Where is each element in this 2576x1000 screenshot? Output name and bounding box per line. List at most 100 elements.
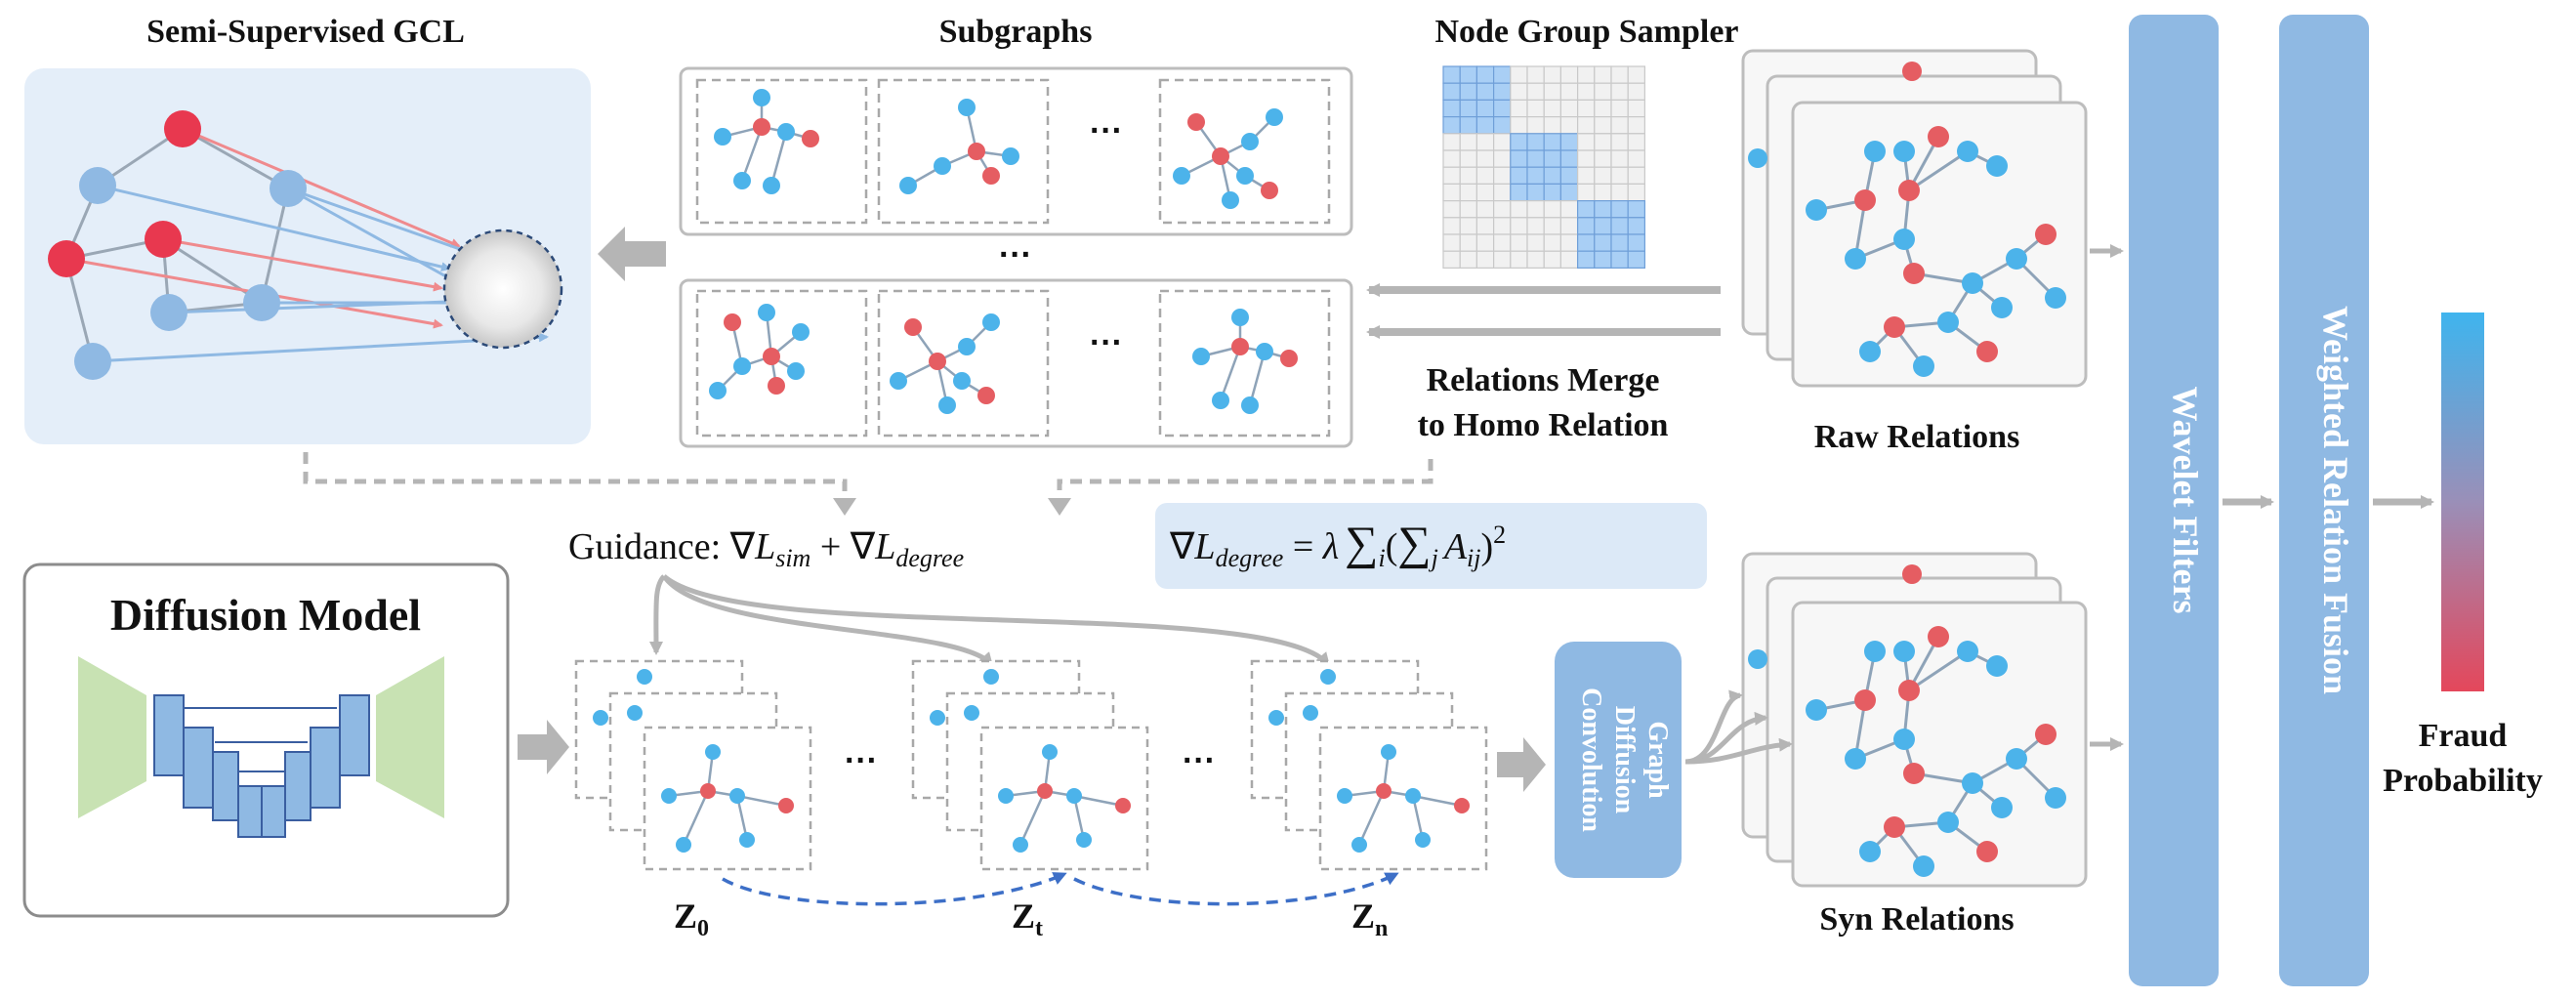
- sampler-cell: [1526, 200, 1545, 219]
- sampler-cell: [1526, 99, 1545, 118]
- graph-diffusion-convolution-block: [1555, 642, 1682, 878]
- sampler-cell-selected: [1594, 217, 1612, 235]
- sampler-cell-selected: [1475, 115, 1495, 135]
- gcl-node: [79, 167, 116, 204]
- sampler-cell: [1510, 82, 1528, 101]
- sampler-cell: [1576, 166, 1596, 185]
- sampler-cell: [1559, 217, 1579, 235]
- gcl-node: [164, 110, 201, 147]
- sampler-cell: [1492, 200, 1512, 219]
- sampler-cell: [1475, 250, 1495, 270]
- guidance-text: Guidance: ∇Lsim + ∇Ldegree: [568, 526, 964, 572]
- sampler-cell: [1576, 115, 1596, 135]
- sampler-cell: [1576, 65, 1596, 84]
- sampler-cell: [1576, 99, 1596, 118]
- unet-icon: [78, 656, 444, 838]
- sampler-title: Node Group Sampler: [1434, 14, 1738, 50]
- zn-label: Zn: [1351, 896, 1388, 941]
- merge-guidance-connector: [1057, 459, 1433, 498]
- sampler-matrix: [1442, 65, 1645, 270]
- sampler-cell: [1492, 183, 1512, 202]
- sampler-cell: [1543, 82, 1561, 101]
- sampler-cell: [1610, 133, 1629, 151]
- z0-stack: [574, 659, 812, 871]
- sampler-cell: [1543, 65, 1561, 84]
- sampler-cell: [1492, 217, 1512, 235]
- sampler-cell: [1594, 149, 1612, 168]
- ellipsis: ···: [1090, 112, 1123, 149]
- merge-label-line1: Relations Merge: [1427, 362, 1660, 398]
- arrow-diffusion-to-z: [518, 720, 569, 774]
- sampler-cell-selected: [1492, 99, 1512, 118]
- weighted-relation-fusion-column: [2279, 15, 2369, 986]
- sampler-cell: [1475, 233, 1495, 252]
- sampler-cell: [1442, 233, 1461, 252]
- gdc-output-curves: [1684, 689, 1793, 765]
- sampler-cell: [1576, 183, 1596, 202]
- sampler-cell-selected: [1475, 65, 1495, 84]
- sampler-cell-selected: [1610, 250, 1629, 270]
- weighted-relation-fusion-label: Weighted Relation Fusion: [2316, 306, 2355, 694]
- sampler-cell: [1492, 133, 1512, 151]
- gcl-title: Semi-Supervised GCL: [146, 14, 465, 50]
- sampler-cell-selected: [1526, 133, 1545, 151]
- gcl-node: [270, 170, 307, 207]
- svg-text:Convolution: Convolution: [1576, 688, 1606, 832]
- zt-stack: [911, 659, 1149, 871]
- sampler-cell-selected: [1526, 183, 1545, 202]
- sampler-cell: [1459, 200, 1477, 219]
- sampler-cell-selected: [1576, 217, 1596, 235]
- sampler-cell-selected: [1510, 149, 1528, 168]
- sampler-cell-selected: [1559, 166, 1579, 185]
- sampler-cell-selected: [1610, 233, 1629, 252]
- sampler-cell: [1610, 166, 1629, 185]
- sampler-cell: [1510, 115, 1528, 135]
- merge-label-line2: to Homo Relation: [1418, 407, 1669, 443]
- sampler-cell: [1627, 149, 1645, 168]
- sampler-cell: [1559, 233, 1579, 252]
- sampler-cell: [1510, 99, 1528, 118]
- sampler-cell: [1627, 82, 1645, 101]
- raw-relations-label: Raw Relations: [1814, 419, 2020, 455]
- ellipsis: ···: [999, 236, 1032, 273]
- sampler-cell-selected: [1559, 149, 1579, 168]
- degree-formula-box: [1155, 503, 1707, 589]
- sampler-cell-selected: [1459, 65, 1477, 84]
- sampler-cell-selected: [1492, 82, 1512, 101]
- sampler-cell-selected: [1594, 233, 1612, 252]
- sampler-cell-selected: [1526, 149, 1545, 168]
- sampler-cell: [1543, 217, 1561, 235]
- sampler-cell-selected: [1442, 82, 1461, 101]
- sampler-cell-selected: [1543, 149, 1561, 168]
- sampler-cell: [1442, 183, 1461, 202]
- raw-relations-stack: [1741, 49, 2088, 388]
- gcl-node: [74, 343, 111, 380]
- sampler-cell: [1627, 115, 1645, 135]
- fraud-label-line1: Fraud: [2419, 718, 2508, 754]
- sampler-cell-selected: [1610, 217, 1629, 235]
- sampler-cell: [1492, 233, 1512, 252]
- sampler-cell: [1610, 99, 1629, 118]
- sampler-cell: [1594, 183, 1612, 202]
- sampler-cell: [1510, 233, 1528, 252]
- sampler-cell: [1543, 250, 1561, 270]
- sampler-cell: [1576, 82, 1596, 101]
- sampler-cell: [1510, 200, 1528, 219]
- svg-text:Diffusion: Diffusion: [1609, 706, 1640, 814]
- sampler-cell-selected: [1627, 200, 1645, 219]
- sampler-cell: [1442, 217, 1461, 235]
- sampler-cell: [1594, 133, 1612, 151]
- sampler-cell: [1559, 82, 1579, 101]
- sampler-cell-selected: [1576, 200, 1596, 219]
- sampler-cell: [1543, 200, 1561, 219]
- sampler-cell-selected: [1442, 99, 1461, 118]
- subgraphs-title: Subgraphs: [939, 14, 1093, 50]
- sampler-cell: [1627, 133, 1645, 151]
- ellipsis: ···: [845, 742, 878, 779]
- sampler-cell: [1526, 65, 1545, 84]
- arrow-z-to-gdc: [1497, 737, 1546, 792]
- sampler-cell-selected: [1442, 65, 1461, 84]
- z0-label: Z0: [674, 896, 709, 941]
- sampler-cell: [1526, 217, 1545, 235]
- sampler-cell: [1475, 183, 1495, 202]
